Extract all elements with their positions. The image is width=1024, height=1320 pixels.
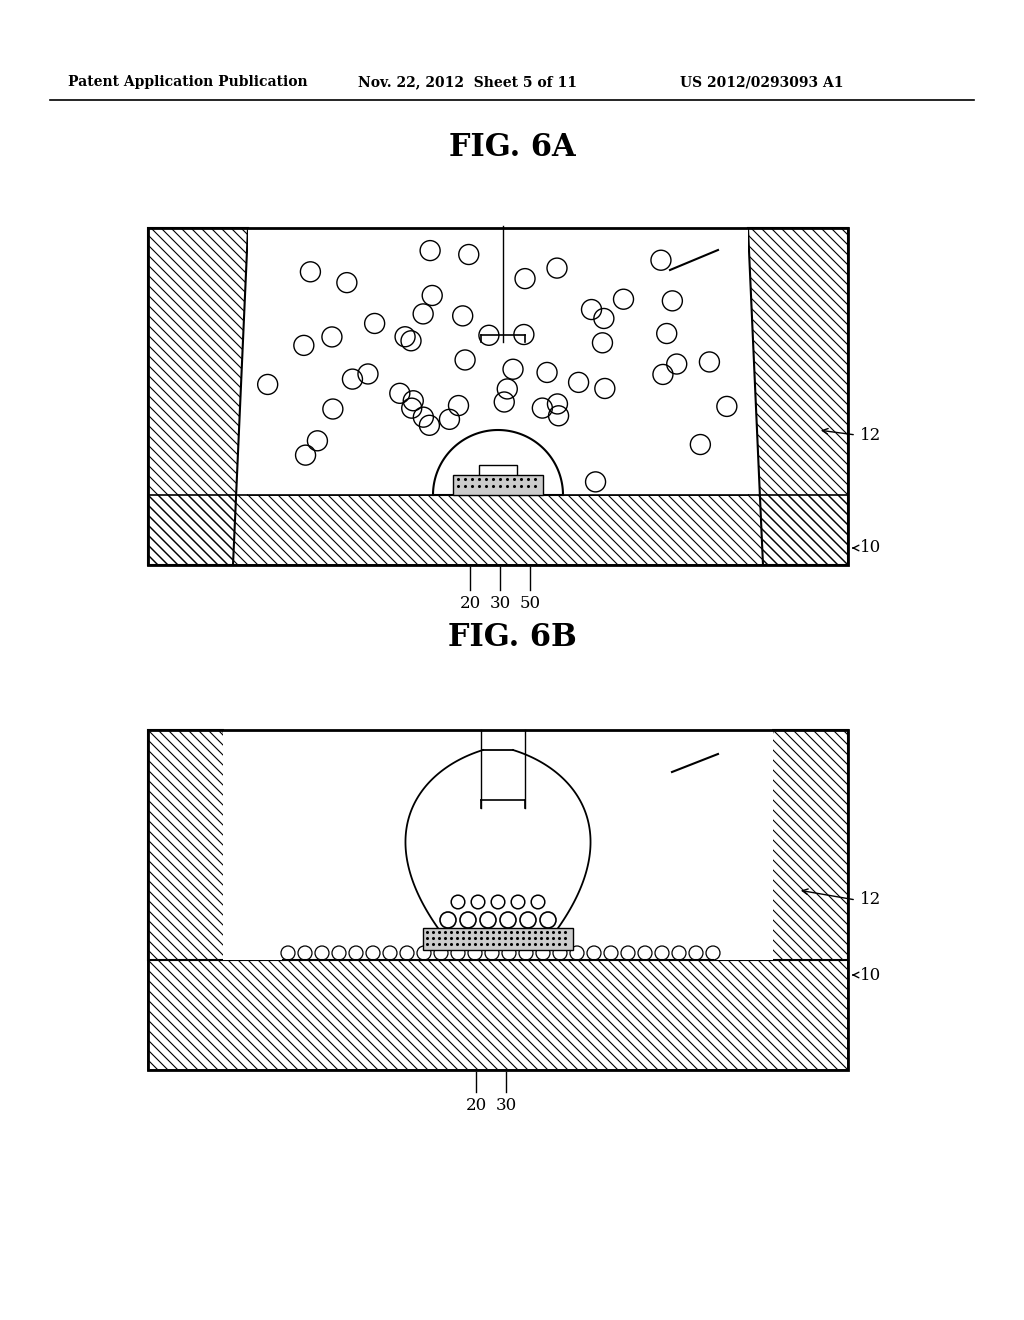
Text: 30: 30	[496, 1097, 517, 1114]
Polygon shape	[148, 495, 848, 565]
Polygon shape	[148, 960, 848, 1071]
Text: Nov. 22, 2012  Sheet 5 of 11: Nov. 22, 2012 Sheet 5 of 11	[358, 75, 577, 88]
Text: 62: 62	[514, 816, 536, 833]
Text: 64: 64	[470, 816, 492, 833]
Text: Patent Application Publication: Patent Application Publication	[68, 75, 307, 88]
Text: 30: 30	[489, 595, 511, 612]
Text: 60: 60	[493, 301, 514, 318]
Text: 64: 64	[470, 350, 492, 367]
Text: 10: 10	[860, 966, 882, 983]
Bar	[223, 730, 773, 960]
Text: FIG. 6A: FIG. 6A	[449, 132, 575, 164]
Polygon shape	[148, 730, 283, 960]
Bar	[148, 228, 848, 565]
Text: 12: 12	[860, 426, 882, 444]
Text: 12: 12	[860, 891, 882, 908]
Text: 4: 4	[718, 230, 729, 248]
Text: 20: 20	[460, 595, 480, 612]
Text: US 2012/0293093 A1: US 2012/0293093 A1	[680, 75, 844, 88]
Text: 20: 20	[465, 1097, 486, 1114]
Text: 60: 60	[493, 767, 514, 784]
Text: 5: 5	[718, 734, 729, 752]
Bar	[453, 475, 543, 495]
Bar	[479, 465, 517, 479]
Polygon shape	[148, 228, 248, 565]
Text: 10: 10	[860, 540, 882, 557]
Bar	[248, 228, 748, 495]
Polygon shape	[748, 228, 848, 565]
Text: 62: 62	[514, 350, 536, 367]
Text: 50: 50	[519, 595, 541, 612]
Text: FIG. 6B: FIG. 6B	[447, 623, 577, 653]
Polygon shape	[713, 730, 848, 960]
Bar	[148, 730, 848, 1071]
Bar	[423, 928, 573, 950]
